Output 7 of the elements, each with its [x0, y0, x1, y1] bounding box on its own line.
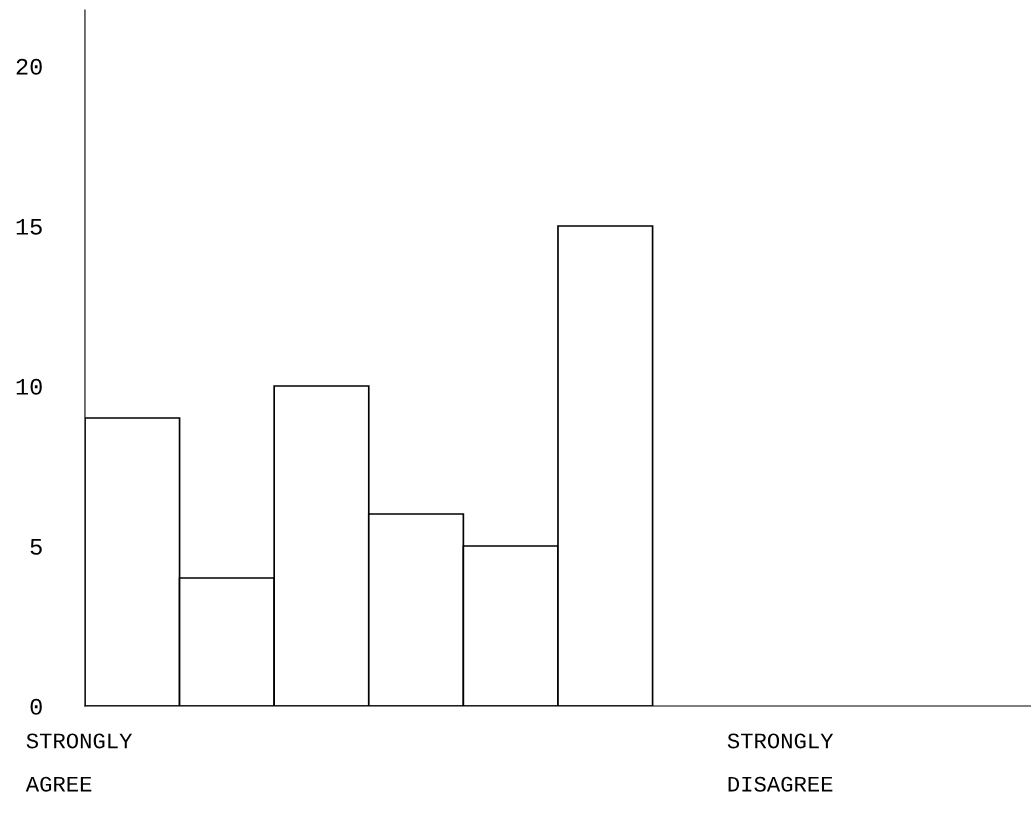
y-tick-label: 10 — [16, 378, 42, 395]
text: STRONGLY AGREE — [25, 733, 133, 792]
y-tick-label: 5 — [30, 539, 42, 555]
y-tick-label: 15 — [16, 219, 42, 235]
y-tick-label: 0 — [30, 698, 42, 715]
y-tick-label: 20 — [16, 58, 42, 75]
text: STRONGLY DISAGREE — [727, 733, 834, 792]
